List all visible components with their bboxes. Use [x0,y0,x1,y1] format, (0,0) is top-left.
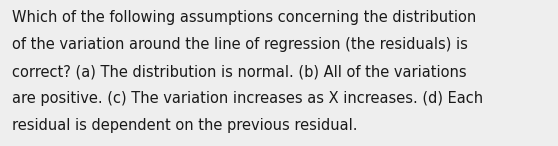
Text: Which of the following assumptions concerning the distribution: Which of the following assumptions conce… [12,10,477,25]
Text: correct? (a) The distribution is normal. (b) All of the variations: correct? (a) The distribution is normal.… [12,64,467,79]
Text: are positive. (c) The variation increases as X increases. (d) Each: are positive. (c) The variation increase… [12,91,483,106]
Text: of the variation around the line of regression (the residuals) is: of the variation around the line of regr… [12,37,468,52]
Text: residual is dependent on the previous residual.: residual is dependent on the previous re… [12,118,358,133]
